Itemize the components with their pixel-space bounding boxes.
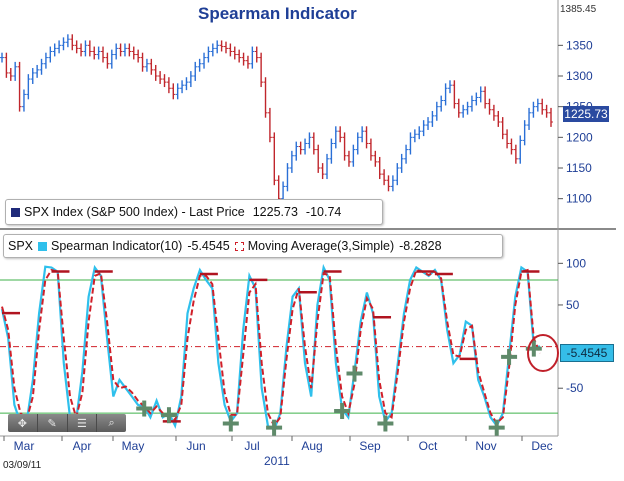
chart-title: Spearman Indicator [198, 4, 357, 23]
lines-icon[interactable]: ☰ [68, 414, 98, 432]
x-axis: Mar Apr May Jun Jul Aug Sep Oct Nov Dec [3, 436, 553, 453]
x-tick-label: Jul [244, 439, 259, 453]
spearman-legend-value: -5.4545 [187, 239, 230, 253]
x-tick-label: May [122, 439, 145, 453]
price-legend-change: -10.74 [305, 205, 342, 219]
price-axis: 110011501200125013001350 [558, 38, 593, 206]
ma-legend-text: Moving Average(3,Simple) [247, 239, 395, 253]
ma-legend-value: -8.2828 [399, 239, 442, 253]
price-series [0, 34, 553, 204]
price-legend-last: 1225.73 [252, 205, 298, 219]
price-legend-text: SPX Index (S&P 500 Index) - Last Price [24, 205, 245, 219]
indicator-axis: 100 50 -50 [558, 256, 586, 395]
zoom-icon[interactable]: ⌕ [108, 416, 115, 429]
x-tick-label: Oct [419, 439, 438, 453]
x-tick-label: Sep [359, 439, 381, 453]
indicator-tick-label: 100 [566, 256, 586, 270]
spearman-value-tag: -5.4545 [560, 344, 614, 362]
price-tick-label: 1100 [566, 192, 592, 206]
chart-toolbar: ✥ ✎ ☰ ⌕ [8, 414, 126, 432]
spearman-swatch [38, 241, 48, 251]
price-tick-label: 1200 [566, 130, 593, 144]
spearman-legend-text: Spearman Indicator(10) [51, 239, 183, 253]
date-label: 03/09/11 [3, 460, 42, 471]
x-tick-label: Nov [475, 439, 496, 453]
moving-average-line [1, 268, 541, 428]
indicator-panel-bg [0, 230, 558, 436]
indicator-prefix: SPX [8, 239, 34, 253]
price-legend: SPX Index (S&P 500 Index) - Last Price 1… [5, 199, 383, 225]
indicator-tick-label: -50 [566, 381, 584, 395]
pencil-icon[interactable]: ✎ [38, 414, 68, 432]
move-icon[interactable]: ✥ [8, 414, 38, 432]
ma-swatch [234, 241, 244, 251]
markers [2, 270, 559, 436]
price-tick-label: 1150 [566, 161, 592, 175]
price-swatch [11, 207, 20, 217]
indicator-tick-label: 50 [566, 298, 580, 312]
x-tick-label: Dec [531, 439, 552, 453]
x-tick-label: Mar [14, 439, 35, 453]
last-price-tag: 1225.73 [563, 106, 609, 122]
x-tick-label: Apr [73, 439, 92, 453]
x-tick-label: Aug [301, 439, 322, 453]
x-tick-label: Jun [186, 439, 205, 453]
price-tick-label: 1350 [566, 38, 593, 52]
price-tick-label: 1300 [566, 69, 593, 83]
max-price-label: 1385.45 [560, 4, 597, 15]
indicator-legend: SPX Spearman Indicator(10) -5.4545 Movin… [3, 234, 503, 258]
year-label: 2011 [264, 454, 290, 468]
current-value-highlight [527, 334, 559, 372]
